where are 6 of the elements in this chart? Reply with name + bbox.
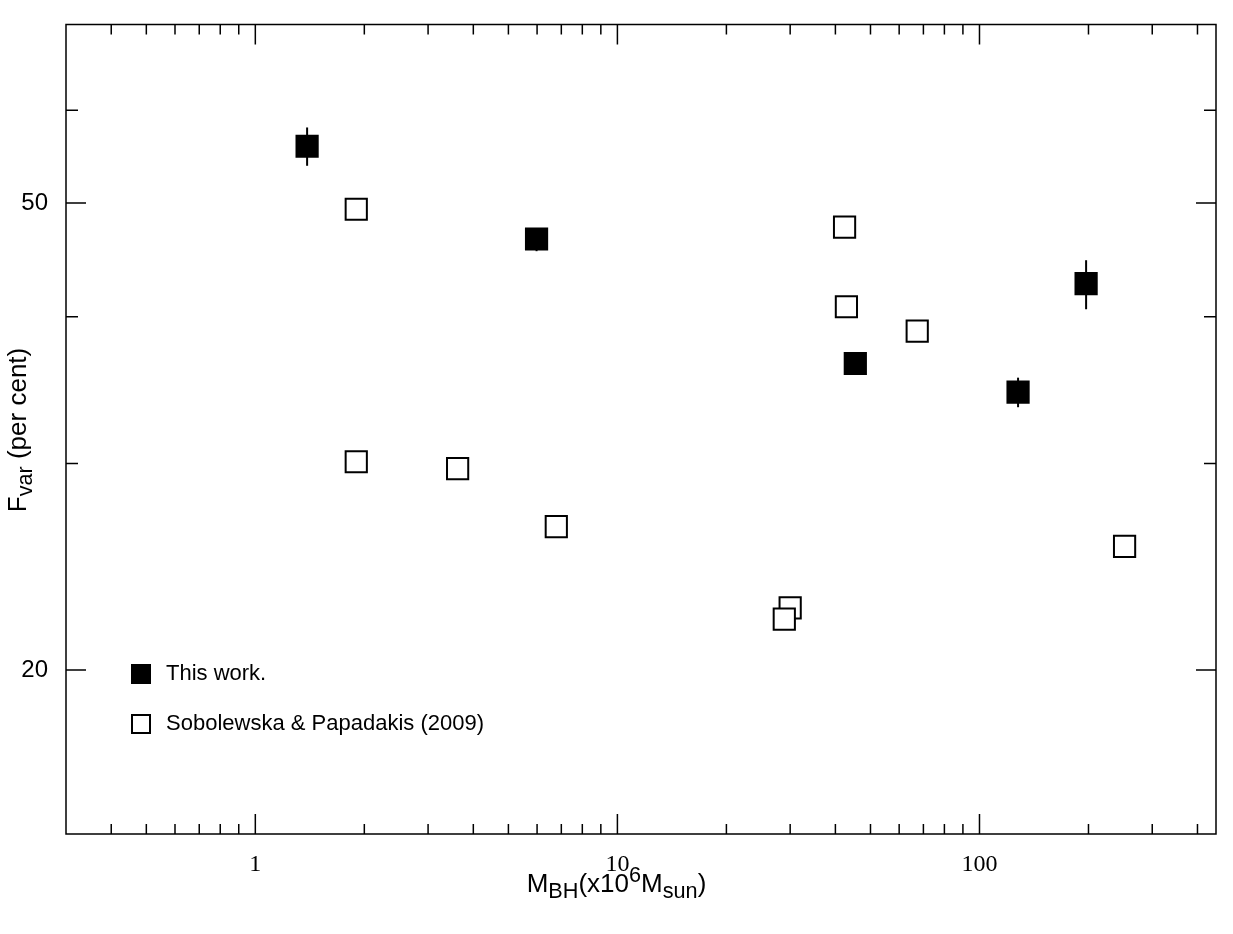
- y-tick-label: 50: [21, 187, 48, 215]
- legend-label: Sobolewska & Papadakis (2009): [166, 710, 484, 736]
- x-tick-label: 100: [961, 849, 998, 876]
- y-tick-label: 20: [21, 654, 48, 682]
- x-tick-label: 1: [249, 849, 262, 876]
- legend-label: This work.: [166, 660, 267, 686]
